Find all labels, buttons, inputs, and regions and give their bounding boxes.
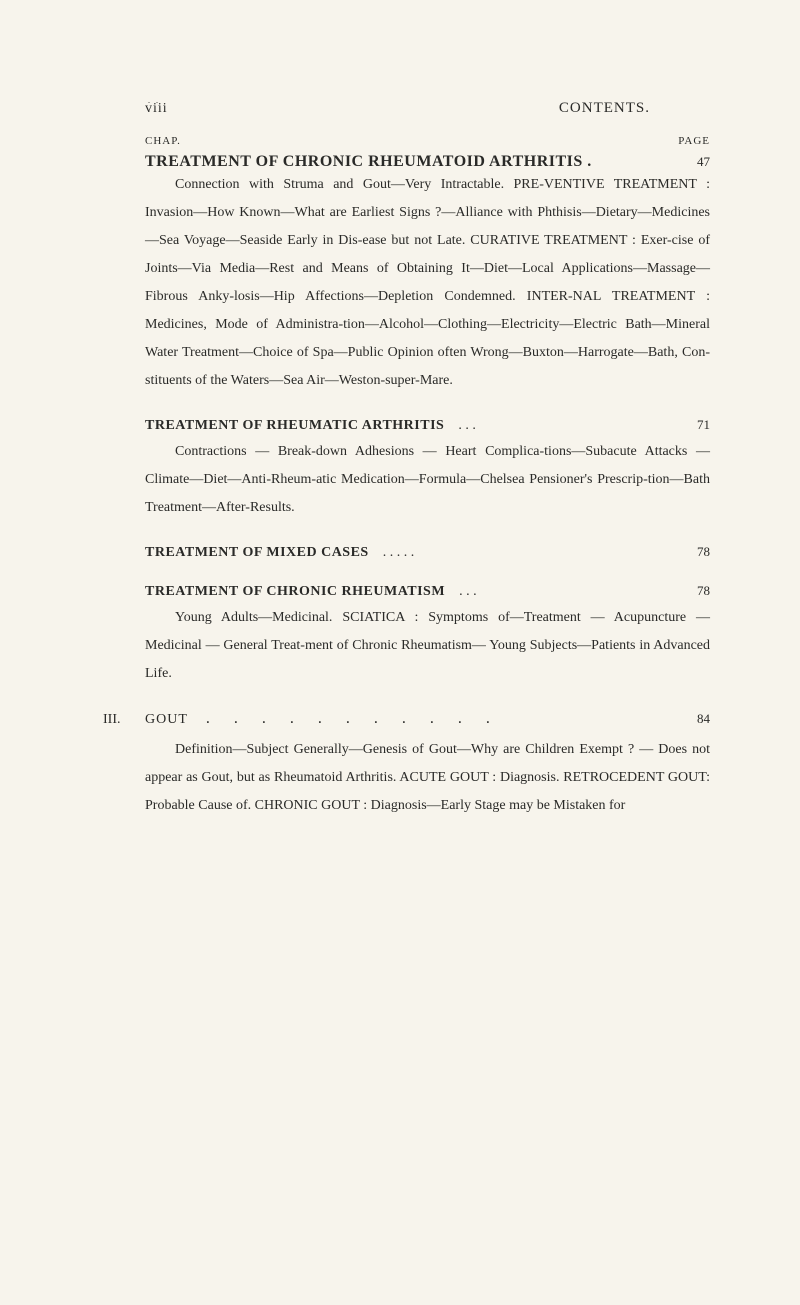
section-heading-line: TREATMENT OF MIXED CASES . . . . . 78 [145, 544, 710, 561]
section-dots: . . . . . . . . . . . [192, 710, 500, 727]
section-page: 47 [697, 154, 710, 170]
section-page: 71 [697, 417, 710, 433]
section-dots: . . . . . [372, 545, 414, 560]
section-heading-wrap: TREATMENT OF MIXED CASES . . . . . [145, 545, 414, 561]
section-body: Connection with Struma and Gout—Very Int… [145, 171, 710, 395]
section-body: Contractions — Break-down Adhesions — He… [145, 438, 710, 522]
toc-section-mixed: TREATMENT OF MIXED CASES . . . . . 78 [145, 544, 710, 561]
section-heading-line: TREATMENT OF CHRONIC RHEUMATISM . . . 78 [145, 583, 710, 600]
toc-section-rheumatoid: TREATMENT OF CHRONIC RHEUMATOID ARTHRITI… [145, 153, 710, 395]
section-heading-inner: GOUT . . . . . . . . . . . 84 [145, 710, 710, 728]
section-heading-line: TREATMENT OF CHRONIC RHEUMATOID ARTHRITI… [145, 153, 710, 171]
section-heading-line: TREATMENT OF RHEUMATIC ARTHRITIS . . . 7… [145, 417, 710, 434]
section-dots: . . . [448, 418, 476, 433]
page-label: PAGE [678, 135, 710, 147]
section-heading-line: III. GOUT . . . . . . . . . . . 84 [145, 710, 710, 728]
toc-section-chronic-rheumatism: TREATMENT OF CHRONIC RHEUMATISM . . . 78… [145, 583, 710, 688]
section-body: Young Adults—Medicinal. SCIATICA : Sympt… [145, 604, 710, 688]
section-page: 78 [697, 583, 710, 599]
section-body: Definition—Subject Generally—Genesis of … [145, 736, 710, 820]
section-heading: TREATMENT OF MIXED CASES [145, 545, 369, 560]
section-dots: . . . [449, 584, 477, 599]
page-number-dots: . . . [148, 96, 168, 114]
section-heading-wrap: TREATMENT OF RHEUMATIC ARTHRITIS . . . [145, 418, 476, 434]
section-page: 78 [697, 544, 710, 560]
section-page: 84 [697, 711, 710, 727]
section-heading: TREATMENT OF CHRONIC RHEUMATISM [145, 584, 445, 599]
section-heading: GOUT [145, 712, 188, 727]
page-number-wrap: . . . viii [145, 100, 168, 117]
toc-section-gout: III. GOUT . . . . . . . . . . . 84 Defin… [145, 710, 710, 820]
section-heading-wrap: GOUT . . . . . . . . . . . [145, 710, 500, 728]
page-header: . . . viii CONTENTS. [145, 100, 710, 117]
roman-numeral: III. [103, 712, 145, 728]
header-title: CONTENTS. [559, 100, 710, 117]
toc-section-rheumatic: TREATMENT OF RHEUMATIC ARTHRITIS . . . 7… [145, 417, 710, 522]
section-heading-wrap: TREATMENT OF CHRONIC RHEUMATISM . . . [145, 584, 477, 600]
chap-line: CHAP. PAGE [145, 135, 710, 147]
section-heading: TREATMENT OF CHRONIC RHEUMATOID ARTHRITI… [145, 153, 689, 171]
chap-label: CHAP. [145, 135, 181, 147]
section-heading: TREATMENT OF RHEUMATIC ARTHRITIS [145, 418, 444, 433]
